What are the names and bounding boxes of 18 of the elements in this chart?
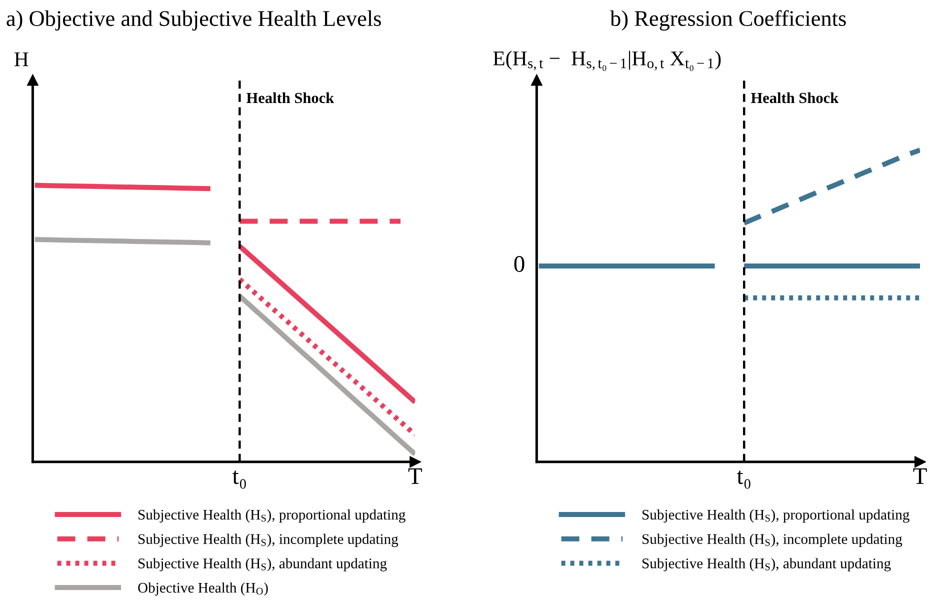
x-tick-label: T: [408, 468, 422, 484]
legend-label: Subjective Health (H$_{S}$), incomplete updating: [138, 534, 398, 547]
y-axis-title: H: [14, 52, 28, 66]
ref-line-label: Health Shock: [750, 92, 839, 104]
legend-label: Subjective Health (H$_{S}$), abundant updating: [642, 558, 891, 572]
chart-title: b) Regression Coefficients: [610, 10, 846, 31]
text: E(H$_{s,t}$ − H$_{s,t₀−1}$|H$_{o,t}$ X$_{t₀−1}$): [493, 50, 721, 72]
ref-line-label: Health Shock: [246, 92, 334, 104]
x-tick-label: T: [913, 468, 927, 484]
legend-label: Subjective Health (H$_{S}$), abundant updating: [138, 558, 387, 572]
text: 0: [514, 256, 524, 272]
legend-label: Subjective Health (H$_{S}$), proportional updating: [642, 509, 910, 523]
legend-label: Subjective Health (H$_{S}$), proportional updating: [138, 509, 406, 523]
x-tick-label: t₀: [232, 470, 246, 489]
chart-title: a) Objective and Subjective Health Levels: [6, 10, 381, 31]
x-tick-label: t₀: [736, 470, 750, 489]
legend-label: Subjective Health (H$_{S}$), incomplete updating: [642, 534, 902, 547]
legend-label: Objective Health (H$_{O}$): [138, 582, 268, 596]
